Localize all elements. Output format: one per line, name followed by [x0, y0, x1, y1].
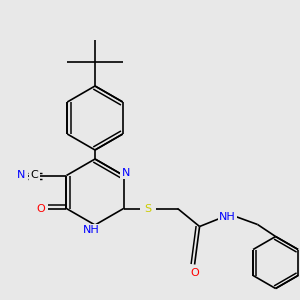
Text: S: S: [144, 203, 151, 214]
Text: N: N: [17, 170, 26, 181]
Text: NH: NH: [219, 212, 236, 221]
Text: C: C: [31, 170, 38, 181]
Text: NH: NH: [82, 225, 99, 235]
Text: O: O: [36, 203, 45, 214]
Text: N: N: [122, 167, 130, 178]
Text: O: O: [190, 268, 199, 278]
